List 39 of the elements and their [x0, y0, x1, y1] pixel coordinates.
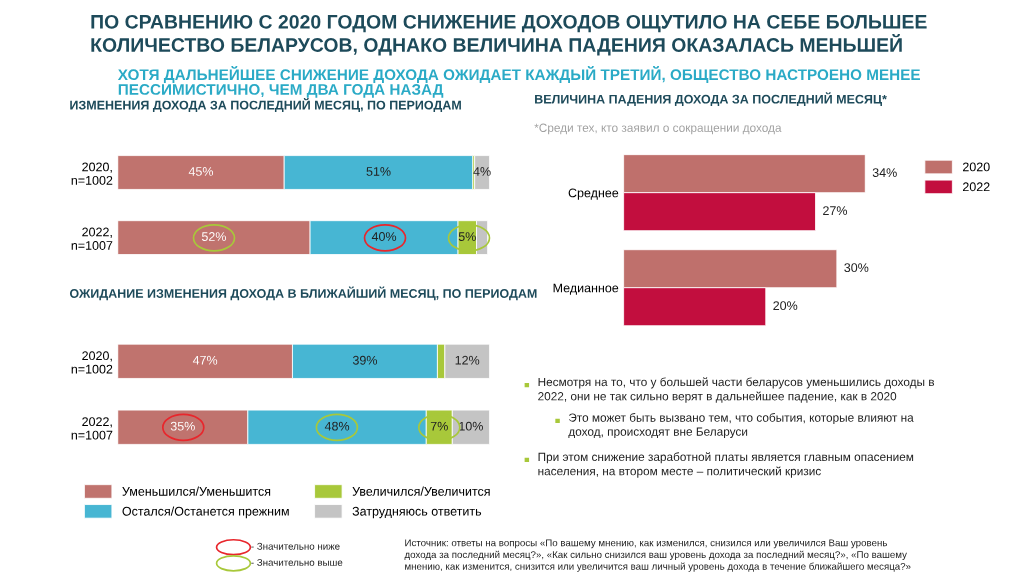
chart-subtitle: *Среди тех, кто заявил о сокращении дохода: [534, 123, 782, 135]
data-label: 48%: [324, 421, 350, 431]
text: При этом снижение заработной платы является главным опасением населения, на втором месте – политический кризис: [538, 452, 914, 478]
legend-label: Остался/Останется прежним: [122, 506, 289, 519]
data-label: 39%: [352, 355, 378, 365]
data-label: 47%: [192, 355, 218, 365]
text: Это может быть вызвано тем, что события, которые влияют на доход, происходят вне Беларуси: [568, 412, 914, 439]
legend-label: Увеличился/Увеличится: [352, 486, 490, 496]
data-label: 45%: [188, 167, 214, 176]
text: ПО СРАВНЕНИЮ С 2020 ГОДОМ СНИЖЕНИЕ ДОХОДОВ ОЩУТИЛО НА СЕБЕ БОЛЬШЕЕ КОЛИЧЕСТВО БЕЛАРУСОВ, ОДНАКО ВЕЛИЧИНА ПАДЕНИЯ ОКАЗАЛАСЬ МЕНЬШЕЙ: [91, 14, 927, 56]
data-label: 51%: [366, 167, 391, 176]
y-tick-label: 2022, n=1007: [71, 417, 113, 440]
data-label: 20%: [773, 301, 798, 311]
y-tick-label: Среднее: [568, 188, 619, 200]
y-tick-label: 2020, n=1002: [71, 162, 113, 185]
chart-title: ИЗМЕНЕНИЯ ДОХОДА ЗА ПОСЛЕДНИЙ МЕСЯЦ, ПО ПЕРИОДАМ: [70, 98, 461, 112]
legend-label: Затрудняюсь ответить: [352, 506, 482, 519]
data-label: 30%: [844, 263, 869, 273]
data-label: 34%: [872, 168, 897, 178]
bar: [474, 155, 490, 190]
data-label: 4%: [473, 167, 491, 176]
text: Источник: ответы на вопросы «По вашему мнению, как изменился, снизился или увеличился Ваш уровень дохода за последний месяц?», «Как сильно снизился ваш уровень дохода за последний месяц?», «По вашему мнению, как изменится, снизится или увеличится ваш личный уровень дохода в течение ближайшего месяца?»: [404, 539, 911, 572]
data-label: 35%: [170, 421, 195, 431]
text: Несмотря на то, что у большей части беларусов уменьшились доходы в 2022, они не так сильно верят в дальнейшее падение, как в 2020: [538, 377, 935, 403]
y-tick-label: Медианное: [553, 283, 619, 295]
data-label: 52%: [201, 232, 226, 241]
chart-title: ОЖИДАНИЕ ИЗМЕНЕНИЯ ДОХОДА В БЛИЖАЙШИЙ МЕСЯЦ, ПО ПЕРИОДАМ: [69, 286, 537, 301]
y-tick-label: 2020, n=1002: [71, 351, 113, 374]
legend-label: Уменьшился/Уменьшится: [122, 486, 271, 496]
data-label: 5%: [458, 232, 476, 241]
data-label: 12%: [455, 355, 480, 365]
data-label: 27%: [823, 206, 848, 215]
legend-label: 2022: [962, 182, 990, 192]
data-label: 40%: [371, 232, 397, 241]
legend-label: 2020: [962, 162, 990, 172]
y-tick-label: 2022, n=1007: [71, 227, 113, 250]
text: - Значительно выше: [251, 558, 343, 566]
text: - Значительно ниже: [251, 542, 340, 550]
data-label: 7%: [430, 421, 448, 431]
